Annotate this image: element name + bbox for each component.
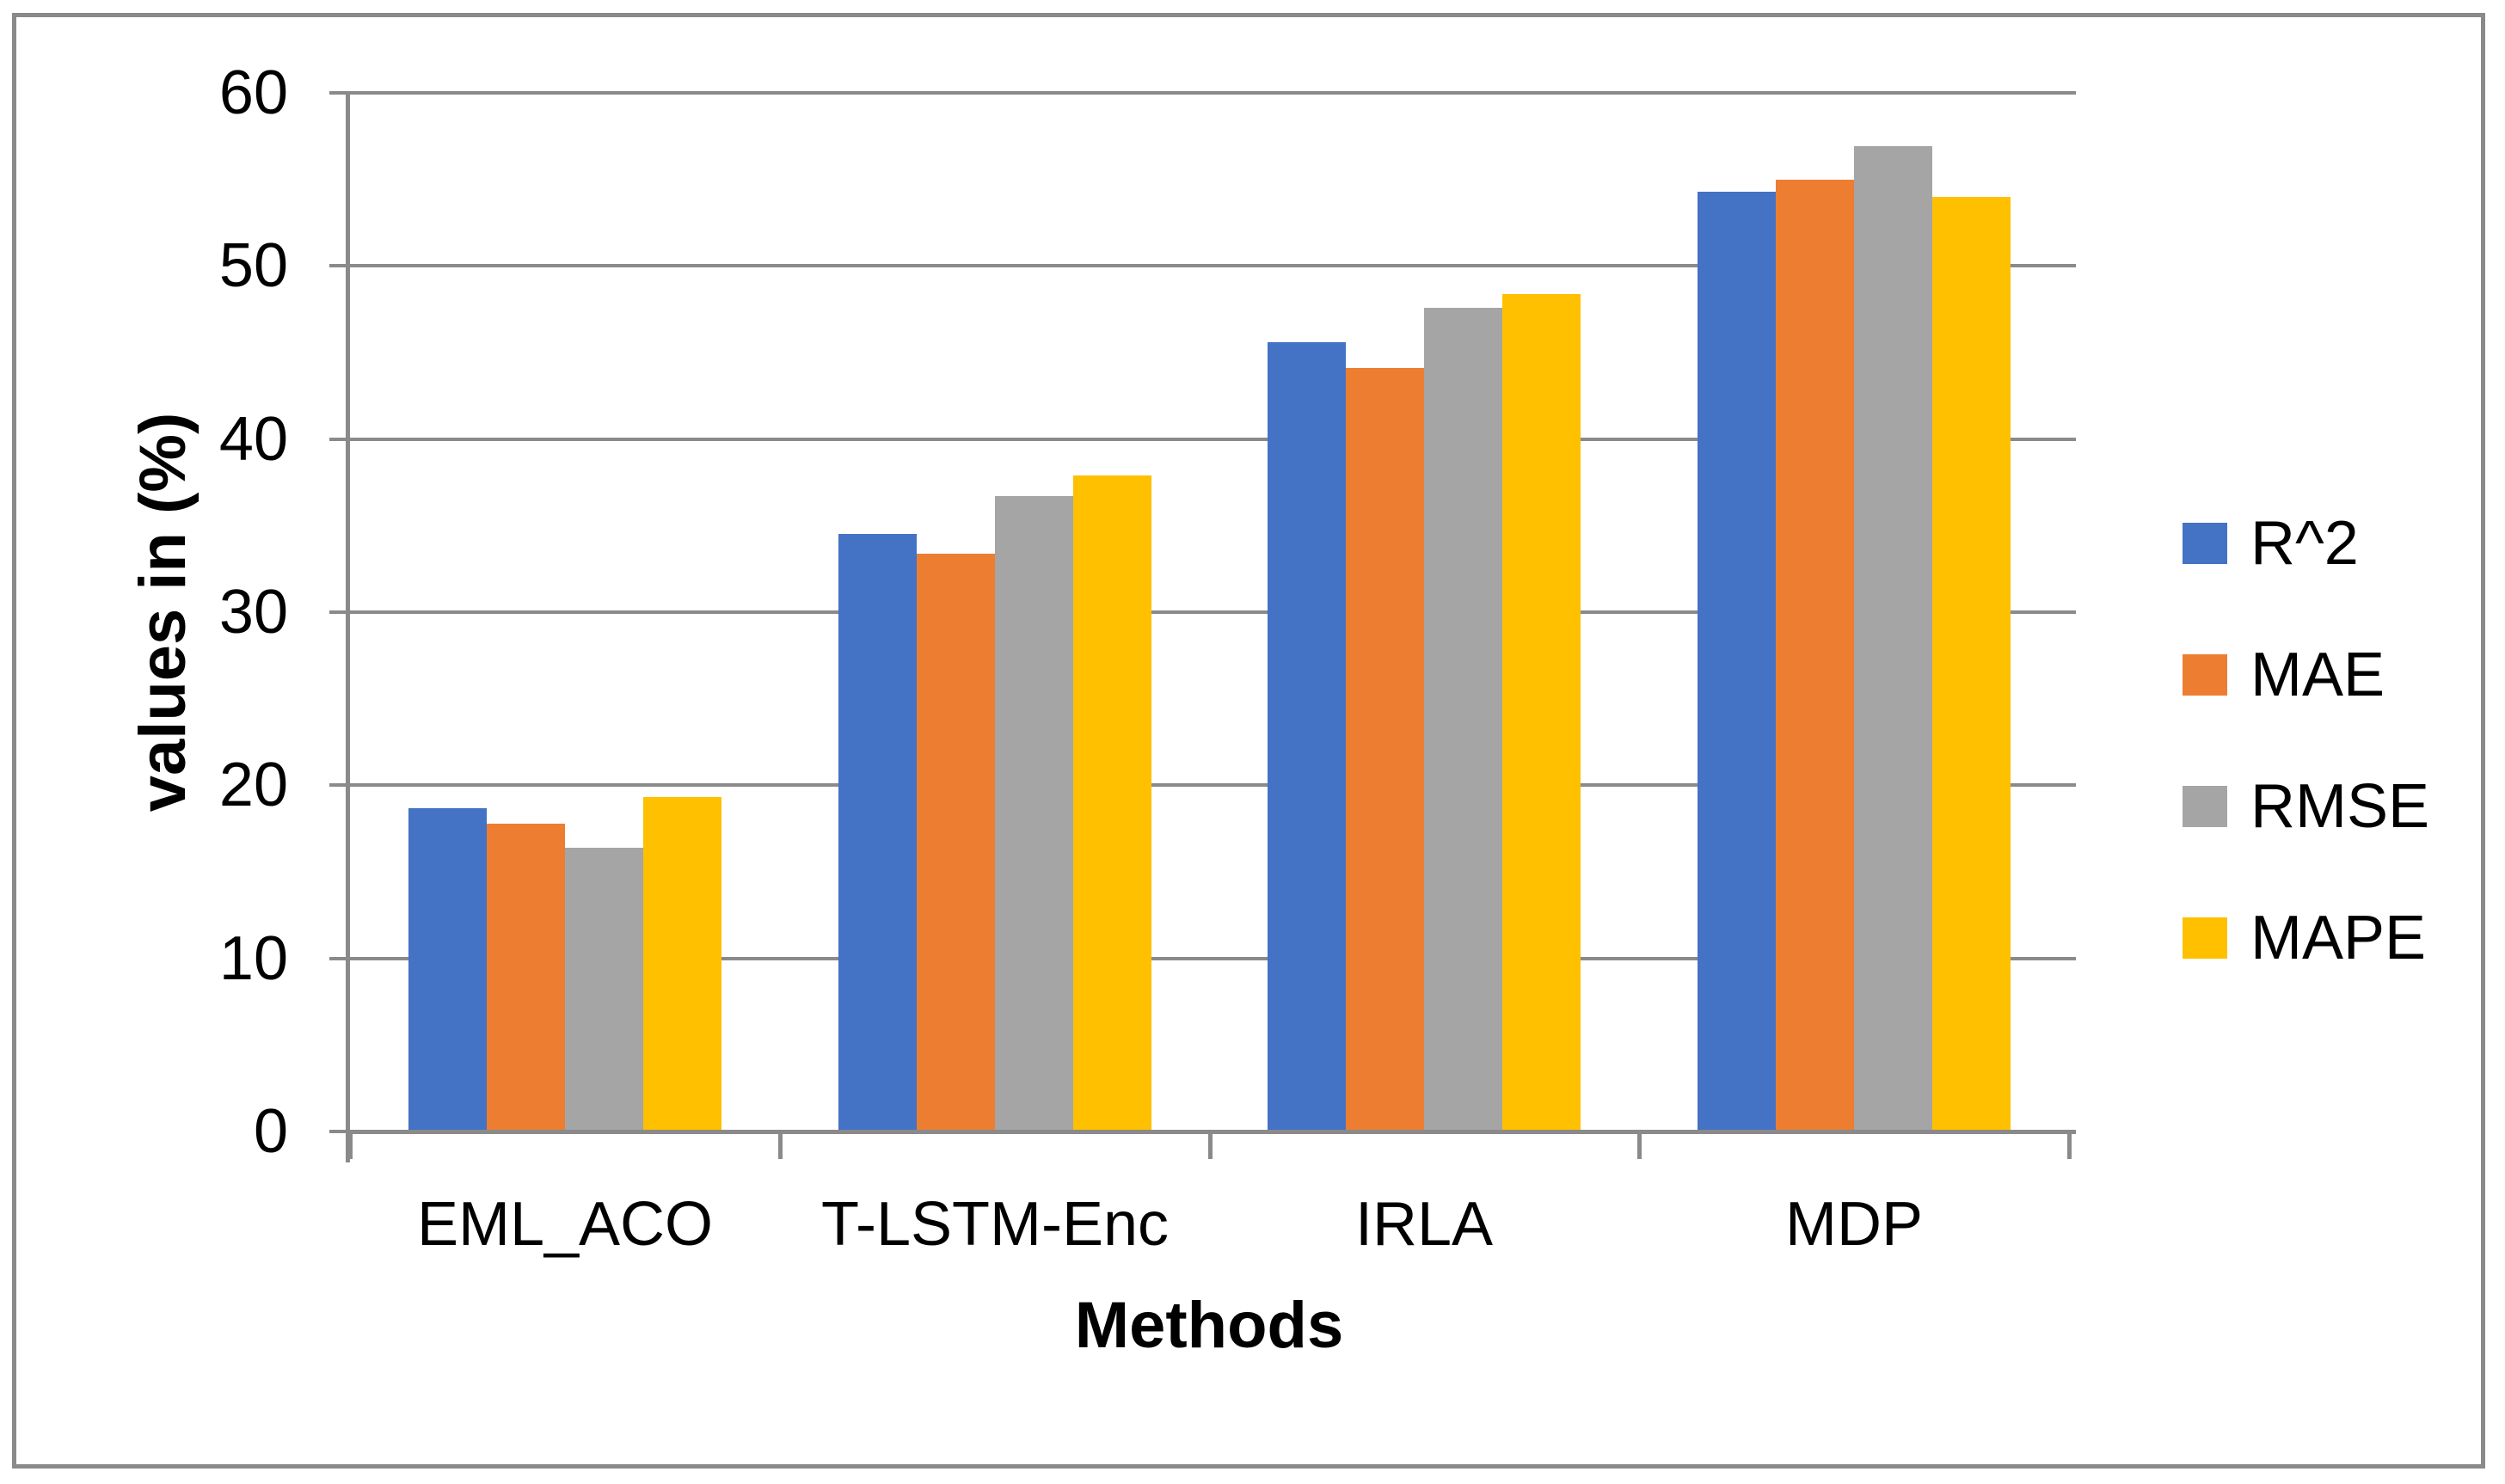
x-axis-tick: [1637, 1131, 1642, 1159]
gridline: [350, 437, 2076, 441]
legend-item-r2: R^2: [2183, 511, 2484, 576]
legend-swatch: [2183, 917, 2227, 959]
bar-mape-t-lstm-enc: [1073, 475, 1151, 1131]
y-axis-tick: [329, 91, 350, 95]
gridline: [350, 783, 2076, 788]
legend-label: MAE: [2250, 641, 2385, 709]
x-axis-tick: [2067, 1131, 2072, 1159]
y-tick-label: 40: [218, 404, 288, 474]
bar-r2-mdp: [1698, 192, 1776, 1131]
bar-rmse-eml-aco: [565, 848, 643, 1131]
legend-swatch: [2183, 786, 2227, 827]
y-axis-line: [346, 93, 350, 1162]
legend-label: R^2: [2250, 509, 2359, 578]
x-axis-line: [350, 1130, 2076, 1134]
gridline: [350, 91, 2076, 95]
legend-swatch: [2183, 654, 2227, 696]
x-axis-title: Methods: [1074, 1289, 1344, 1362]
y-axis-tick: [329, 264, 350, 268]
x-category-label: EML_ACO: [416, 1190, 714, 1259]
bar-mape-mdp: [1932, 197, 2011, 1131]
y-axis-tick: [329, 783, 350, 788]
y-axis-tick: [329, 437, 350, 441]
y-tick-label: 50: [218, 231, 288, 301]
x-category-label: T-LSTM-Enc: [820, 1190, 1170, 1259]
x-axis-tick: [348, 1131, 353, 1159]
y-tick-label: 0: [253, 1097, 288, 1166]
bar-mape-eml-aco: [643, 797, 721, 1131]
chart-outer-border: [12, 13, 2485, 1469]
bar-rmse-mdp: [1854, 146, 1932, 1131]
bar-mae-irla: [1346, 368, 1424, 1131]
bar-mae-eml-aco: [487, 824, 565, 1131]
legend-item-mape: MAPE: [2183, 905, 2484, 971]
x-axis-tick: [778, 1131, 783, 1159]
bar-mae-mdp: [1776, 180, 1854, 1131]
y-tick-label: 10: [218, 923, 288, 993]
gridline: [350, 956, 2076, 960]
bar-r2-irla: [1268, 342, 1346, 1131]
x-category-label: IRLA: [1354, 1190, 1494, 1259]
legend-swatch: [2183, 523, 2227, 564]
y-tick-label: 60: [218, 58, 288, 127]
y-tick-label: 20: [218, 751, 288, 820]
x-axis-tick: [1208, 1131, 1213, 1159]
bar-r2-t-lstm-enc: [838, 534, 917, 1131]
legend-item-mae: MAE: [2183, 642, 2484, 708]
gridline: [350, 264, 2076, 268]
bar-r2-eml-aco: [408, 808, 487, 1131]
y-axis-tick: [329, 610, 350, 614]
y-tick-label: 30: [218, 578, 288, 647]
bar-rmse-irla: [1424, 308, 1502, 1131]
bar-rmse-t-lstm-enc: [995, 496, 1073, 1131]
legend-label: RMSE: [2250, 772, 2430, 841]
y-axis-tick: [329, 956, 350, 960]
legend-item-rmse: RMSE: [2183, 774, 2484, 839]
bar-mae-t-lstm-enc: [917, 554, 995, 1131]
bar-mape-irla: [1502, 294, 1581, 1131]
x-category-label: MDP: [1785, 1190, 1923, 1259]
gridline: [350, 610, 2076, 614]
legend-label: MAPE: [2250, 904, 2427, 972]
y-axis-tick: [329, 1130, 350, 1133]
